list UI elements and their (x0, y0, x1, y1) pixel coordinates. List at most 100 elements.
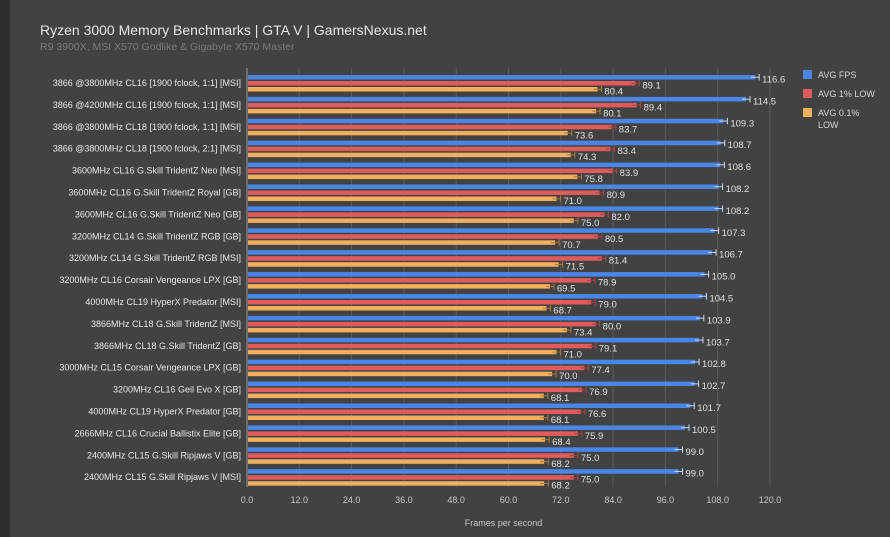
bar-avg-0-1-low (248, 371, 553, 377)
bar-avg-0-1-low (248, 459, 545, 464)
category-label: 3000MHz CL15 Corsair Vengeance LPX [GB] (59, 363, 241, 373)
data-label: 89.1 (642, 81, 661, 92)
data-label: 103.9 (707, 315, 731, 326)
bar-avg-fps (248, 294, 703, 299)
bar-avg-0-1-low (248, 108, 597, 114)
bar-avg-1-low (248, 343, 592, 349)
data-label: 70.0 (559, 371, 578, 382)
bar-avg-0-1-low (248, 130, 568, 136)
data-label: 103.7 (706, 337, 730, 348)
bar-avg-1-low (248, 190, 600, 195)
category-label: 2400MHz CL15 G.Skill Ripjaws V [MSI] (84, 472, 241, 482)
x-tick-label: 0.0 (241, 495, 254, 505)
bar-avg-1-low (248, 321, 596, 327)
data-label: 69.5 (557, 284, 576, 295)
bar-avg-fps (248, 425, 686, 430)
x-tick-label: 24.0 (343, 495, 361, 505)
legend-label: LOW (818, 120, 839, 130)
chart-subtitle: R9 3900X, MSI X570 Godlike & Gigabyte X5… (40, 41, 295, 53)
data-label: 114.5 (753, 96, 776, 107)
bar-avg-1-low (248, 168, 613, 174)
bar-avg-fps (248, 228, 715, 233)
data-label: 80.1 (603, 108, 622, 119)
legend-label: AVG 0.1% (818, 108, 859, 118)
data-label: 80.4 (604, 87, 623, 98)
bar-avg-fps (248, 272, 705, 277)
x-tick-label: 60.0 (500, 495, 518, 505)
category-label: 2666MHz CL16 Crucial Ballistix Elite [GB… (74, 428, 241, 438)
data-label: 104.5 (709, 294, 733, 305)
data-label: 74.3 (578, 152, 597, 163)
category-label: 3200MHz CL14 G.Skill TridentZ RGB [MSI] (69, 253, 241, 263)
category-label: 3866MHz CL18 G.Skill TridentZ [GB] (94, 341, 241, 351)
data-label: 71.5 (566, 262, 585, 273)
bar-avg-fps (248, 250, 713, 255)
bar-avg-0-1-low (248, 306, 547, 311)
bar-avg-0-1-low (248, 196, 557, 201)
bar-avg-1-low (248, 409, 581, 414)
x-tick-label: 48.0 (447, 495, 465, 505)
bar-avg-fps (248, 206, 719, 211)
data-label: 73.4 (574, 327, 593, 338)
category-label: 3600MHz CL16 G.Skill TridentZ Neo [MSI] (72, 166, 241, 176)
x-tick-label: 96.0 (657, 495, 675, 505)
category-label: 4000MHz CL19 HyperX Predator [MSI] (85, 297, 241, 307)
data-label: 108.2 (726, 206, 750, 217)
data-label: 101.7 (697, 403, 721, 414)
bar-avg-fps (248, 75, 756, 80)
data-label: 108.7 (728, 140, 752, 151)
data-label: 83.4 (617, 146, 636, 157)
data-label: 108.2 (726, 184, 750, 195)
data-label: 73.6 (575, 130, 594, 141)
bar-avg-1-low (248, 124, 612, 130)
bar-avg-fps (248, 337, 699, 343)
data-label: 83.7 (619, 124, 638, 135)
bar-avg-1-low (248, 212, 605, 217)
bar-avg-0-1-low (248, 437, 546, 442)
bar-avg-fps (248, 315, 700, 321)
bar-avg-fps (248, 184, 719, 189)
bar-avg-1-low (248, 256, 602, 261)
bar-avg-0-1-low (248, 218, 574, 223)
bar-avg-0-1-low (248, 240, 556, 245)
data-label: 75.0 (581, 475, 600, 486)
bar-avg-0-1-low (248, 262, 559, 267)
data-label: 75.8 (584, 174, 603, 185)
bar-avg-fps (248, 359, 696, 365)
data-label: 76.6 (588, 409, 607, 420)
bar-avg-0-1-low (248, 152, 571, 158)
category-label: 3866 @3800MHz CL16 [1900 fclock, 1:1] [M… (53, 78, 241, 88)
x-axis-label: Frames per second (465, 518, 543, 528)
bar-avg-1-low (248, 431, 578, 436)
data-label: 68.1 (551, 393, 570, 404)
x-tick-label: 84.0 (604, 495, 622, 505)
data-label: 71.0 (563, 196, 582, 207)
data-label: 80.0 (603, 321, 622, 332)
data-label: 79.1 (599, 343, 618, 354)
bar-avg-fps (248, 469, 679, 474)
category-label: 3866 @3800MHz CL18 [1900 fclock, 1:1] [M… (53, 122, 241, 132)
bar-avg-0-1-low (248, 349, 557, 355)
category-label: 3600MHz CL16 G.Skill TridentZ Neo [GB] (75, 209, 241, 219)
category-label: 3200MHz CL16 Geil Evo X [GB] (113, 385, 241, 395)
bar-avg-1-low (248, 146, 611, 152)
bar-avg-1-low (248, 365, 585, 371)
data-label: 81.4 (609, 256, 628, 267)
data-label: 68.7 (553, 306, 572, 317)
data-label: 80.5 (605, 234, 624, 245)
data-label: 71.0 (563, 349, 582, 360)
bar-avg-1-low (248, 278, 591, 283)
data-label: 83.9 (620, 168, 639, 179)
bar-avg-0-1-low (248, 174, 578, 180)
bar-avg-1-low (248, 300, 592, 305)
data-label: 107.3 (722, 228, 746, 239)
legend-swatch (803, 108, 812, 117)
data-label: 75.0 (581, 218, 600, 229)
bar-avg-fps (248, 96, 747, 102)
chart-title: Ryzen 3000 Memory Benchmarks | GTA V | G… (40, 22, 427, 38)
category-label: 2400MHz CL15 G.Skill Ripjaws V [GB] (87, 450, 241, 460)
bar-avg-0-1-low (248, 284, 550, 289)
category-label: 4000MHz CL19 HyperX Predator [GB] (88, 407, 241, 417)
category-label: 3866 @3800MHz CL18 [1900 fclock, 2:1] [M… (53, 144, 241, 154)
